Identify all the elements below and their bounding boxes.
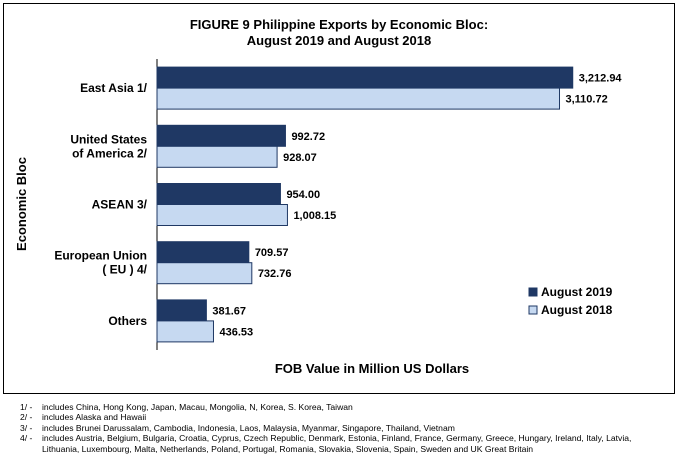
data-label-august-2019: 992.72 [291,131,325,143]
data-label-august-2019: 954.00 [286,189,320,201]
x-axis-title: FOB Value in Million US Dollars [275,361,469,376]
bar-chart: FIGURE 9 Philippine Exports by Economic … [14,17,623,376]
footnote: 2/ - includes Alaska and Hawaii [20,412,670,422]
footnote-marker: 4/ - [20,433,33,444]
category-label-line: ( EU ) 4/ [102,263,147,277]
category-label: United States of America 2/ [70,132,147,160]
data-label-august-2019: 709.57 [255,247,289,259]
bar-august-2019 [156,241,250,264]
chart-title-line: FIGURE 9 Philippine Exports by Economic … [190,17,488,32]
footnote: 1/ - includes China, Hong Kong, Japan, Ma… [20,402,670,412]
footnote-text: includes China, Hong Kong, Japan, Macau,… [42,402,353,412]
category-label: East Asia 1/ [80,81,148,95]
data-label-august-2018: 436.53 [219,326,253,338]
data-label-august-2018: 1,008.15 [293,210,336,222]
category-label: Others [108,314,147,328]
category-label-line: ASEAN 3/ [92,198,148,212]
category-label-line: United States [70,132,147,146]
category-label: ASEAN 3/ [92,198,148,212]
chart-title: FIGURE 9 Philippine Exports by Economic … [190,17,488,48]
data-label-august-2019: 3,212.94 [579,73,623,85]
data-label-august-2018: 928.07 [283,152,317,164]
bar-august-2018 [156,87,561,110]
footnotes: 1/ - includes China, Hong Kong, Japan, Ma… [20,402,670,454]
data-label-august-2018: 3,110.72 [566,94,608,106]
category-label: European Union( EU ) 4/ [54,249,147,277]
legend-label: August 2018 [541,303,613,317]
legend-label: August 2019 [541,285,613,299]
chart-frame: FIGURE 9 Philippine Exports by Economic … [3,3,675,394]
footnote-marker: 3/ - [20,422,33,433]
bar-august-2018 [156,204,288,226]
footnote-text: includes Alaska and Hawaii [42,412,147,423]
footnote-marker: 1/ - [20,402,33,412]
data-label-august-2019: 381.67 [212,305,246,317]
data-label-august-2018: 732.76 [258,268,292,280]
legend-swatch [528,287,538,297]
footnote-marker: 2/ - [20,412,33,423]
category-label-line: East Asia 1/ [80,81,148,95]
bar-august-2019 [156,124,286,147]
bar-august-2018 [156,320,214,343]
category-label-line: Others [108,314,147,328]
bar-august-2018 [156,145,278,168]
legend-swatch [528,305,538,315]
footnote: 3/ - includes Brunei Darussalam, Cambodia… [20,423,670,433]
category-label-line: of America 2/ [72,146,148,160]
footnote-text: includes Austria, Belgium, Bulgaria, Cro… [42,433,632,454]
bar-august-2019 [156,299,207,322]
bar-august-2018 [156,262,253,285]
bar-august-2019 [156,66,574,89]
footnote: 4/ - includes Austria, Belgium, Bulgaria,… [20,433,670,454]
bar-august-2019 [156,183,281,205]
footnote-text: includes Brunei Darussalam, Cambodia, In… [42,422,455,433]
chart-title-line: August 2019 and August 2018 [247,33,431,48]
y-axis-title: Economic Bloc [14,157,29,251]
category-label-line: European Union [54,249,147,263]
